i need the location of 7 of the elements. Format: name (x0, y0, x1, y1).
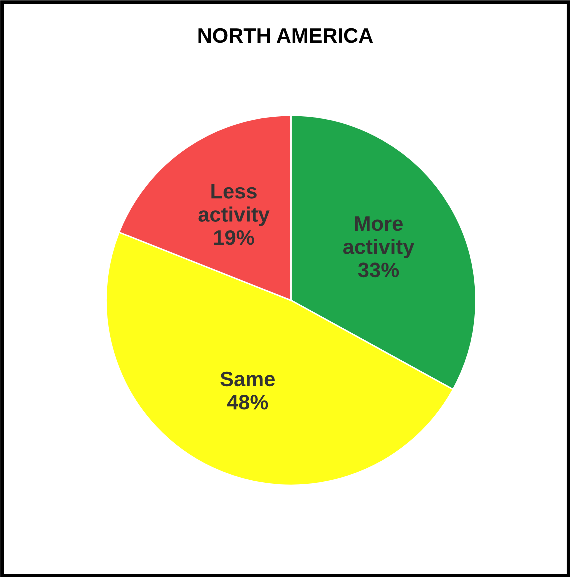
data-label: 19% (214, 230, 254, 246)
slice-label: Same (220, 372, 275, 387)
chart-title: NORTH AMERICA (198, 28, 374, 44)
slice-label: More activity (343, 216, 415, 258)
data-label: 48% (227, 395, 268, 410)
slice-label: Less activity (198, 184, 270, 226)
data-label: 33% (358, 262, 400, 278)
